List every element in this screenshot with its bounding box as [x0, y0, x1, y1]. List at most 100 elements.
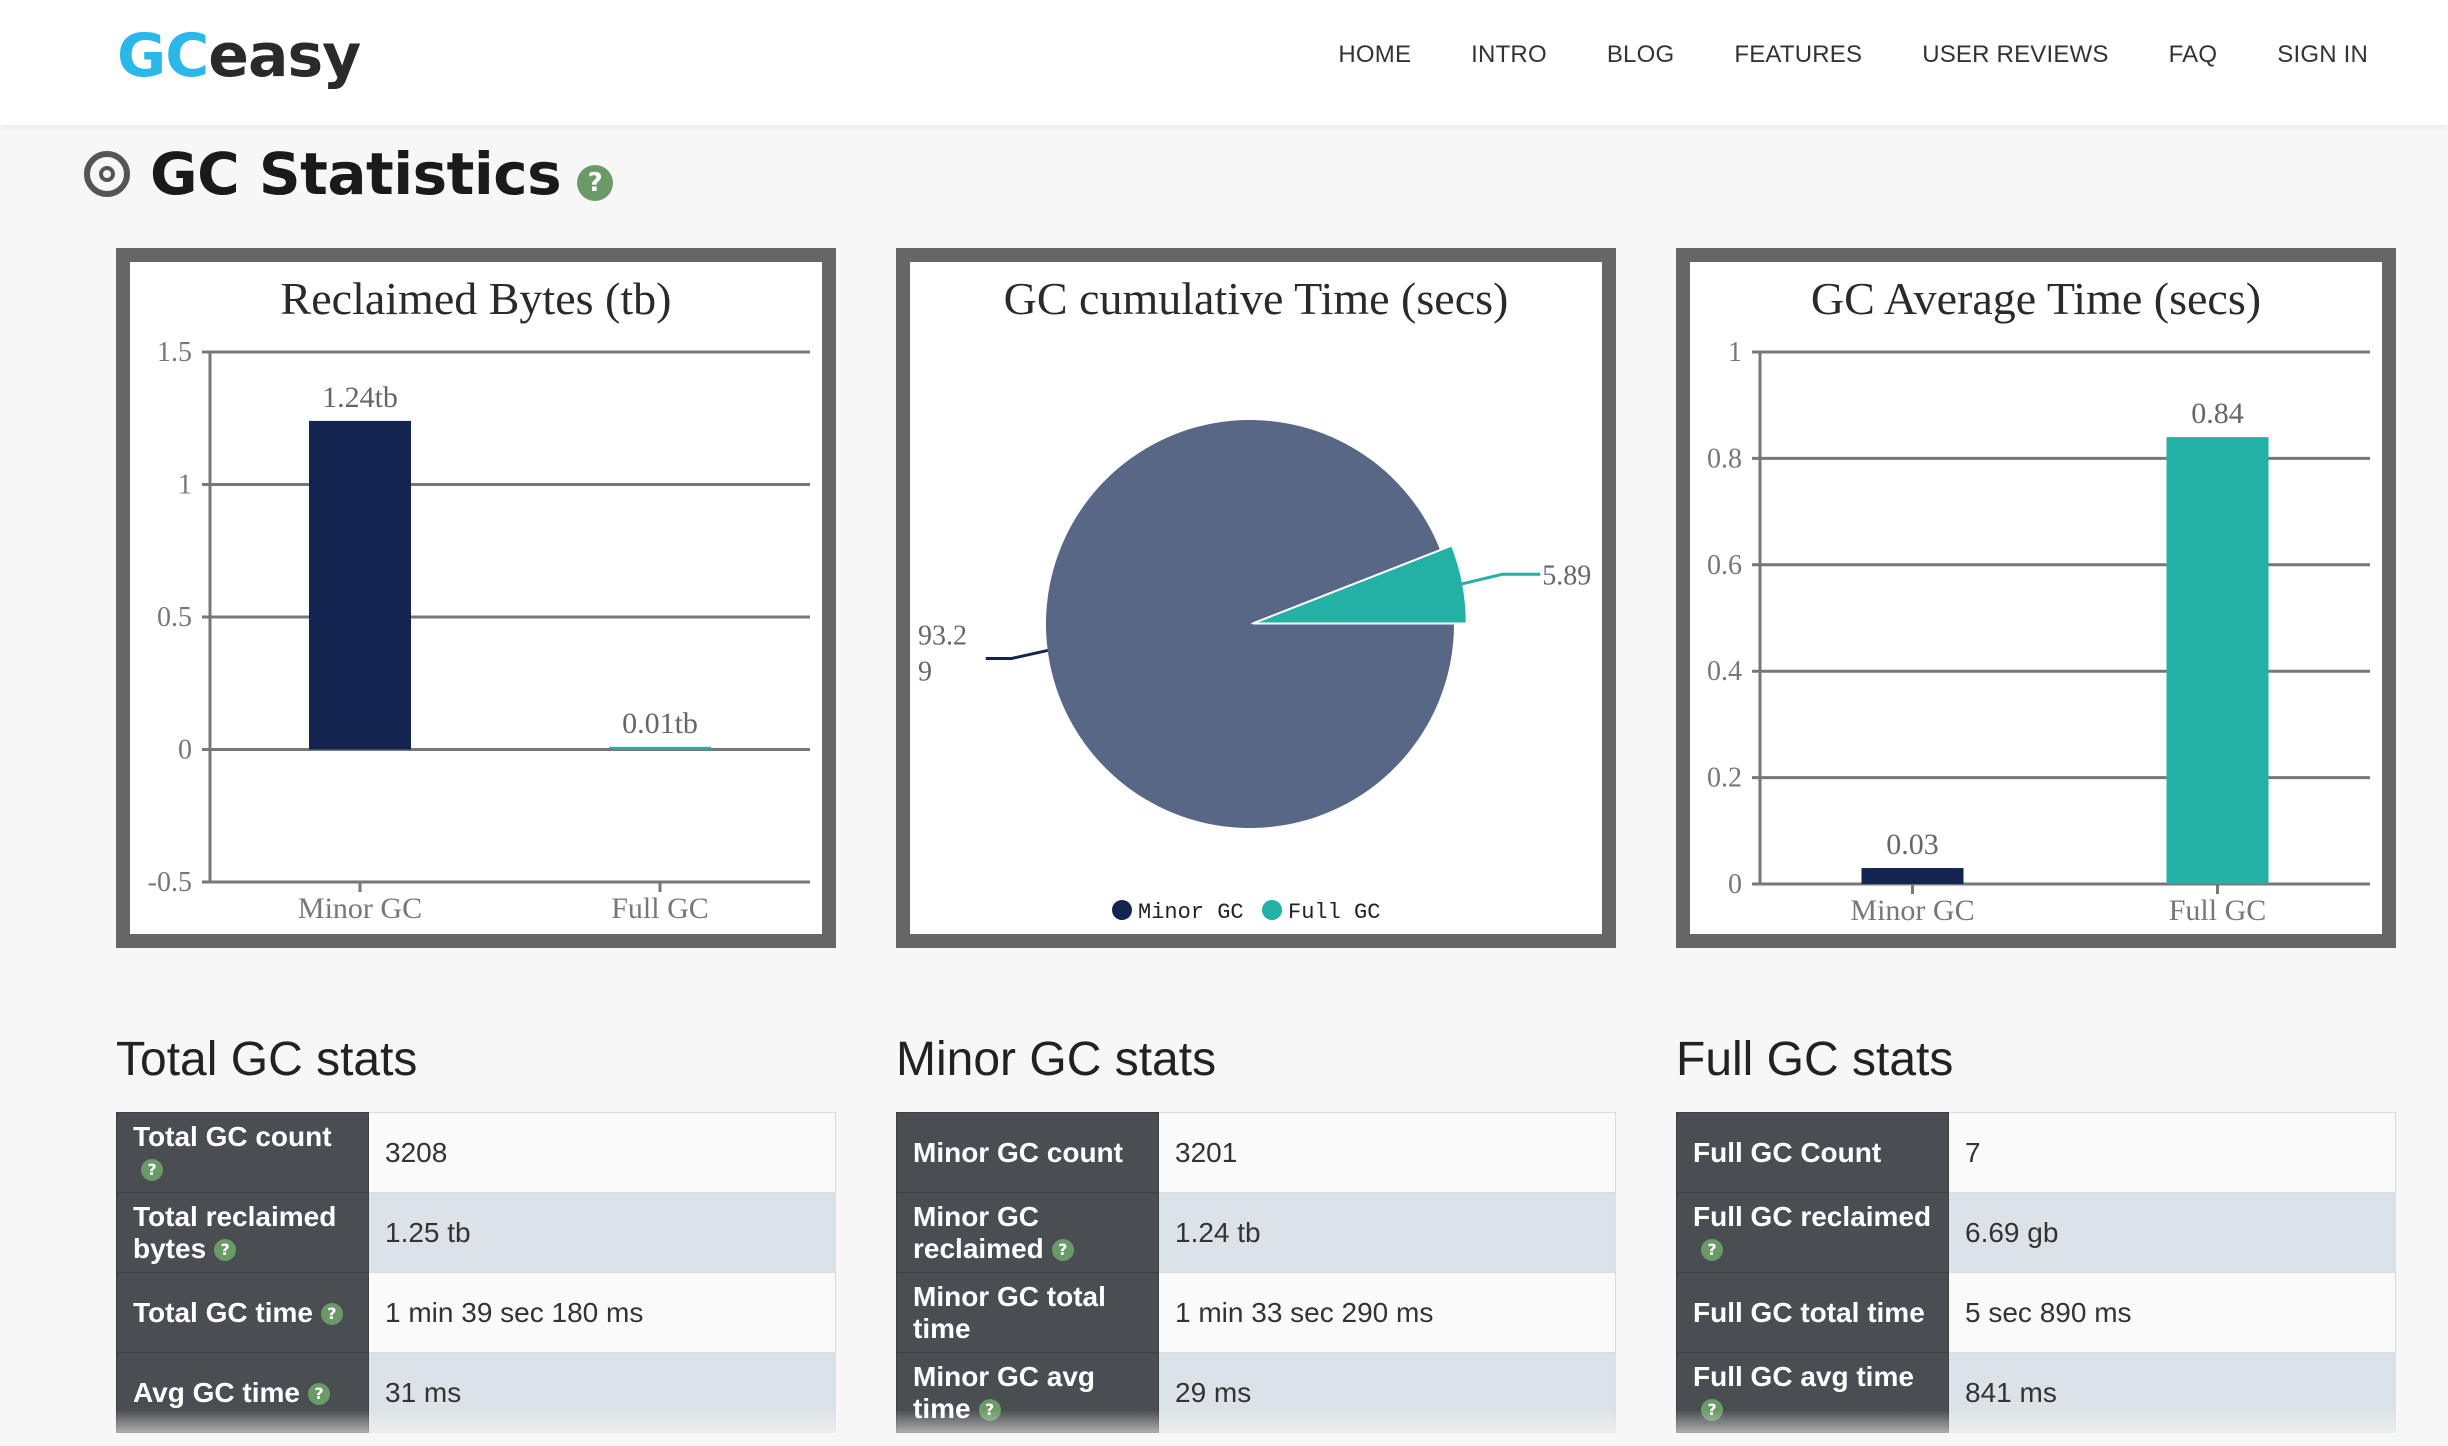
total-gc-stats-table: Total GC count? 3208 Total reclaimed bytes… — [116, 1112, 836, 1433]
stat-label-text: Minor GC avg time — [913, 1360, 1096, 1424]
y-tick-label: 1.5 — [157, 337, 192, 368]
y-tick-label: 0 — [1728, 869, 1742, 900]
nav-blog[interactable]: BLOG — [1606, 41, 1675, 68]
full-gc-count-value: 7 — [1948, 1112, 2396, 1193]
minor-gc-stats-heading: Minor GC stats — [896, 1033, 1217, 1086]
nav-links: HOME INTRO BLOG FEATURES USER REVIEWS FA… — [1278, 38, 2368, 72]
data-label-full-gc: 5.89 — [1542, 560, 1591, 591]
gceasy-logo[interactable]: GCeasy — [117, 16, 361, 96]
nav-features[interactable]: FEATURES — [1734, 41, 1863, 68]
bar-full-gc — [609, 746, 711, 750]
minor-gc-total-time-label: Minor GC total time — [896, 1272, 1159, 1353]
full-gc-reclaimed-label: Full GC reclaimed? — [1676, 1192, 1949, 1273]
nav-home[interactable]: HOME — [1338, 41, 1412, 68]
full-gc-reclaimed-value: 6.69 gb — [1948, 1192, 2396, 1273]
bottom-fade — [0, 1410, 2448, 1446]
table-row: Minor GC reclaimed? 1.24 tb — [896, 1192, 1616, 1273]
data-label: 0.03 — [1886, 828, 1939, 861]
minor-gc-count-label: Minor GC count — [896, 1112, 1159, 1193]
table-row: Minor GC count 3201 — [896, 1112, 1616, 1193]
legend-marker-minor-gc — [1112, 900, 1132, 920]
gc-statistics-header: GC Statistics ? — [84, 138, 614, 210]
stat-label-text: Minor GC count — [913, 1136, 1123, 1168]
bar-full-gc — [2166, 437, 2269, 884]
gc-cumulative-time-chart-panel: GC cumulative Time (secs) 5.89 93.2 9 Minor … — [896, 248, 1616, 948]
data-label: 0.84 — [2191, 397, 2244, 430]
total-gc-count-label: Total GC count? — [116, 1112, 369, 1193]
help-icon[interactable]: ? — [577, 165, 614, 201]
help-icon[interactable]: ? — [1051, 1239, 1074, 1262]
logo-easy-text: easy — [208, 21, 361, 91]
minor-gc-reclaimed-value: 1.24 tb — [1158, 1192, 1616, 1273]
minor-gc-reclaimed-label: Minor GC reclaimed? — [896, 1192, 1159, 1273]
full-gc-stats-table: Full GC Count 7 Full GC reclaimed? 6.69 gb F… — [1676, 1112, 2396, 1433]
pie-slice-minor-gc — [1046, 419, 1454, 828]
table-row: Total GC count? 3208 — [116, 1112, 836, 1193]
stat-label-text: Full GC total time — [1693, 1296, 1925, 1328]
total-reclaimed-bytes-label: Total reclaimed bytes? — [116, 1192, 369, 1273]
table-row: Full GC reclaimed? 6.69 gb — [1676, 1192, 2396, 1273]
nav-faq[interactable]: FAQ — [2168, 41, 2218, 68]
table-row: Minor GC total time 1 min 33 sec 290 ms — [896, 1272, 1616, 1353]
minor-gc-count-value: 3201 — [1158, 1112, 1616, 1193]
stat-label-text: Total GC time — [133, 1296, 313, 1328]
full-gc-total-time-label: Full GC total time — [1676, 1272, 1949, 1353]
x-tick-label: Full GC — [2169, 894, 2267, 927]
chart-title: GC Average Time (secs) — [1811, 273, 2261, 324]
leader-line-minor-gc — [985, 648, 1049, 660]
data-label-line: 93.2 — [918, 620, 967, 651]
full-gc-total-time-value: 5 sec 890 ms — [1948, 1272, 2396, 1353]
stat-label-text: Total GC count — [133, 1120, 332, 1152]
nav-intro[interactable]: INTRO — [1471, 41, 1547, 68]
table-row: Full GC Count 7 — [1676, 1112, 2396, 1193]
reclaimed-bytes-chart-panel: Reclaimed Bytes (tb) -0.5 0 0.5 1 1.5 Minor GC… — [116, 248, 836, 948]
total-gc-time-label: Total GC time? — [116, 1272, 369, 1353]
y-tick-label: 1 — [1728, 337, 1742, 368]
help-icon[interactable]: ? — [1701, 1239, 1723, 1262]
legend-marker-full-gc — [1262, 900, 1282, 920]
total-gc-count-value: 3208 — [368, 1112, 836, 1193]
leader-line-full-gc — [1459, 572, 1541, 586]
stat-label-text: Full GC reclaimed — [1693, 1200, 1932, 1232]
minor-gc-stats-table: Minor GC count 3201 Minor GC reclaimed? 1.2… — [896, 1112, 1616, 1433]
help-icon[interactable]: ? — [320, 1303, 343, 1326]
legend-label-minor-gc: Minor GC — [1138, 900, 1244, 925]
y-tick-label: 1 — [178, 470, 192, 501]
help-icon[interactable]: ? — [141, 1159, 163, 1182]
page-title: GC Statistics — [150, 140, 562, 208]
data-label: 1.24tb — [322, 381, 398, 414]
minor-gc-stats: Minor GC stats Minor GC count 3201 Minor G… — [896, 1030, 1616, 1433]
y-tick-label: 0.5 — [157, 602, 192, 633]
total-reclaimed-bytes-value: 1.25 tb — [368, 1192, 836, 1273]
x-tick-label: Minor GC — [1850, 894, 1974, 927]
table-row: Total GC time? 1 min 39 sec 180 ms — [116, 1272, 836, 1353]
total-gc-stats: Total GC stats Total GC count? 3208 Total … — [116, 1030, 836, 1433]
logo-gc-text: GC — [117, 21, 209, 91]
full-gc-stats: Full GC stats Full GC Count 7 Full GC recl… — [1676, 1030, 2396, 1433]
gc-average-time-chart-panel: GC Average Time (secs) 0 0.2 0.4 0.6 0.8 1 Mino… — [1676, 248, 2396, 948]
stat-label-text: Total reclaimed bytes — [133, 1200, 337, 1264]
nav-sign-in[interactable]: SIGN IN — [2277, 41, 2368, 68]
nav-user-reviews[interactable]: USER REVIEWS — [1922, 41, 2109, 68]
stat-label-text: Minor GC reclaimed — [913, 1200, 1044, 1264]
help-icon[interactable]: ? — [308, 1383, 330, 1406]
x-tick-label: Minor GC — [298, 892, 422, 925]
total-gc-stats-heading: Total GC stats — [116, 1033, 418, 1086]
total-gc-time-value: 1 min 39 sec 180 ms — [368, 1272, 836, 1353]
minor-gc-total-time-value: 1 min 33 sec 290 ms — [1158, 1272, 1616, 1353]
table-row: Full GC total time 5 sec 890 ms — [1676, 1272, 2396, 1353]
stat-label-text: Full GC avg time — [1693, 1360, 1914, 1392]
top-navbar: GCeasy HOME INTRO BLOG FEATURES USER REV… — [0, 0, 2448, 125]
bar-minor-gc — [1861, 868, 1964, 884]
help-icon[interactable]: ? — [214, 1239, 237, 1262]
stat-label-text: Full GC Count — [1693, 1136, 1882, 1168]
table-row: Total reclaimed bytes? 1.25 tb — [116, 1192, 836, 1273]
y-tick-label: -0.5 — [148, 867, 192, 898]
y-tick-label: 0.8 — [1707, 443, 1742, 474]
compass-icon — [84, 151, 130, 197]
stat-label-text: Minor GC total time — [913, 1280, 1106, 1344]
data-label-minor-gc: 93.2 9 — [918, 620, 967, 687]
bar-minor-gc — [309, 420, 411, 750]
y-tick-label: 0 — [178, 735, 192, 766]
